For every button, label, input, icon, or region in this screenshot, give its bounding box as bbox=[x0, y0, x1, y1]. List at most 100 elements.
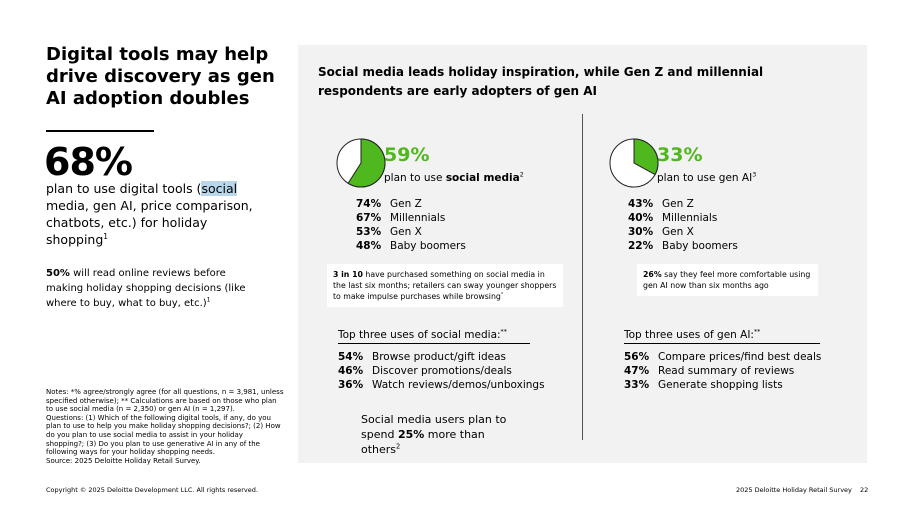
row: 56% Compare prices/find best deals bbox=[624, 350, 821, 364]
stat-desc: plan to use digital tools (social media,… bbox=[46, 180, 266, 248]
note-line: shopping?; (3) Do you plan to use genera… bbox=[46, 439, 260, 448]
pct: 36% bbox=[338, 379, 364, 391]
note-line: plan to use to help you make holiday sho… bbox=[46, 422, 281, 431]
panel-heading: Social media leads holiday inspiration, … bbox=[318, 65, 764, 98]
bold: 26% bbox=[643, 270, 662, 279]
pct: 33% bbox=[624, 379, 650, 391]
row: 47% Read summary of reviews bbox=[624, 364, 821, 378]
text: Social media users plan to spend bbox=[361, 413, 507, 441]
text: will read online reviews before making h… bbox=[46, 268, 246, 309]
note-line: do you plan to use social media to assis… bbox=[46, 430, 243, 439]
text: media, gen AI, price comparison, chatbot… bbox=[46, 198, 253, 247]
desc: plan to use social media2 bbox=[384, 172, 524, 184]
callout: 3 in 10 have purchased something on soci… bbox=[327, 264, 563, 307]
uses: 56% Compare prices/find best deals 47% Read… bbox=[624, 350, 821, 392]
label: Gen Z bbox=[662, 198, 694, 210]
text: plan to use digital tools ( bbox=[46, 181, 202, 196]
label: Millennials bbox=[390, 212, 446, 224]
sup: 1 bbox=[103, 231, 109, 241]
pct: 74% bbox=[356, 198, 382, 210]
rule bbox=[46, 130, 154, 132]
label: Gen Z bbox=[390, 198, 422, 210]
label: Baby boomers bbox=[662, 240, 738, 252]
bold: 50% bbox=[46, 268, 70, 279]
pct: 43% bbox=[628, 198, 654, 210]
note-line: following ways for your holiday shopping… bbox=[46, 448, 215, 457]
row: 33% Generate shopping lists bbox=[624, 378, 821, 392]
pct: 47% bbox=[624, 365, 650, 377]
pct: 46% bbox=[338, 365, 364, 377]
desc: plan to use gen AI3 bbox=[657, 172, 756, 184]
bold: social media bbox=[445, 172, 520, 184]
text: say they feel more comfortable using gen… bbox=[643, 270, 811, 290]
breakdown: 74% Gen Z 67% Millennials 53% Gen X 48% Baby bo… bbox=[356, 197, 466, 253]
highlight: social bbox=[201, 181, 238, 196]
label: Baby boomers bbox=[390, 240, 466, 252]
text: have purchased something on social media… bbox=[333, 270, 557, 301]
stat: 68% bbox=[44, 140, 133, 184]
bold: 3 in 10 bbox=[333, 270, 363, 279]
text: plan to use gen AI bbox=[657, 172, 753, 184]
label: Read summary of reviews bbox=[658, 365, 795, 377]
row: 22% Baby boomers bbox=[628, 239, 738, 253]
sup: ** bbox=[500, 328, 507, 336]
secondary-stat: 50% will read online reviews before maki… bbox=[46, 266, 261, 311]
row: 46% Discover promotions/deals bbox=[338, 364, 545, 378]
note-line: Questions: (1) Which of the following di… bbox=[46, 413, 271, 422]
pct: 67% bbox=[356, 212, 382, 224]
sup: * bbox=[500, 292, 504, 298]
copyright: Copyright © 2025 Deloitte Development LL… bbox=[46, 486, 258, 494]
bold: 25% bbox=[397, 428, 425, 441]
pie-slice bbox=[347, 138, 386, 188]
pie-slice bbox=[633, 138, 659, 176]
notes: Notes: *% agree/strongly agree (for all … bbox=[46, 388, 283, 465]
title: Digital tools may help drive discovery a… bbox=[46, 44, 275, 109]
row: 48% Baby boomers bbox=[356, 239, 466, 253]
sup: ** bbox=[753, 328, 761, 336]
text: plan to use bbox=[384, 172, 446, 184]
row: 54% Browse product/gift ideas bbox=[338, 350, 545, 364]
row: 43% Gen Z bbox=[628, 197, 738, 211]
row: 30% Gen X bbox=[628, 225, 738, 239]
divider bbox=[582, 114, 583, 440]
label: Generate shopping lists bbox=[658, 379, 783, 391]
sup: 3 bbox=[752, 171, 757, 179]
percent: 59% bbox=[384, 144, 430, 166]
pie-chart bbox=[609, 138, 659, 188]
uses-title: Top three uses of gen AI:** bbox=[624, 329, 820, 344]
label: Discover promotions/deals bbox=[372, 365, 512, 377]
pct: 54% bbox=[338, 351, 364, 363]
pct: 56% bbox=[624, 351, 650, 363]
callout: 26% say they feel more comfortable using… bbox=[637, 264, 818, 296]
pct: 22% bbox=[628, 240, 654, 252]
text: more than others bbox=[361, 428, 485, 456]
note-line: Source: 2025 Deloitte Holiday Retail Sur… bbox=[46, 456, 201, 465]
row: 74% Gen Z bbox=[356, 197, 466, 211]
label: Watch reviews/demos/unboxings bbox=[372, 379, 545, 391]
pct: 40% bbox=[628, 212, 654, 224]
row: 40% Millennials bbox=[628, 211, 738, 225]
report: 2025 Deloitte Holiday Retail Survey bbox=[736, 486, 852, 494]
sup: 2 bbox=[396, 442, 401, 451]
pct: 30% bbox=[628, 226, 654, 238]
breakdown: 43% Gen Z 40% Millennials 30% Gen X 22% Baby bo… bbox=[628, 197, 738, 253]
sup: 1 bbox=[206, 296, 211, 304]
label: Compare prices/find best deals bbox=[658, 351, 822, 363]
sup: 2 bbox=[519, 171, 524, 179]
note-line: to use social media (n = 2,350) or gen A… bbox=[46, 405, 235, 414]
pct: 53% bbox=[356, 226, 382, 238]
uses-title: Top three uses of social media:** bbox=[338, 329, 530, 344]
note-line: Notes: *% agree/strongly agree (for all … bbox=[46, 388, 284, 396]
text: Top three uses of social media: bbox=[338, 329, 501, 341]
label: Browse product/gift ideas bbox=[372, 351, 506, 363]
row: 36% Watch reviews/demos/unboxings bbox=[338, 378, 545, 392]
percent: 33% bbox=[657, 144, 703, 166]
page-number: 22 bbox=[860, 486, 869, 494]
pct: 48% bbox=[356, 240, 382, 252]
pie-chart bbox=[336, 138, 386, 188]
label: Gen X bbox=[662, 226, 694, 238]
row: 67% Millennials bbox=[356, 211, 466, 225]
closing: Social media users plan to spend 25% mor… bbox=[361, 412, 526, 457]
text: Top three uses of gen AI: bbox=[624, 329, 754, 341]
